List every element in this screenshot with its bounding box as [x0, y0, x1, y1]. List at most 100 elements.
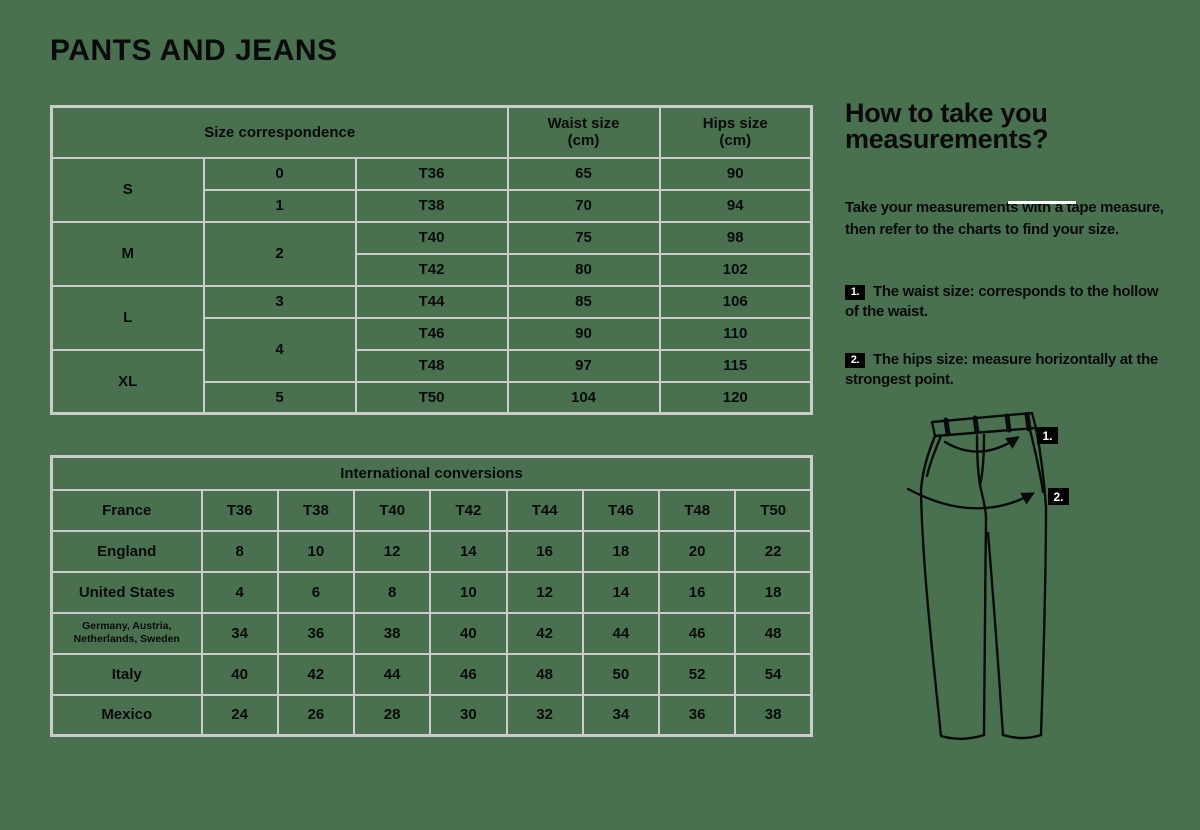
- conversion-cell: 36: [276, 611, 356, 655]
- hips-cell: 98: [658, 220, 813, 255]
- size-number-cell: 5: [202, 380, 357, 415]
- table-row: L 3 T44 85 106: [50, 284, 813, 351]
- conversion-cell: 22: [734, 529, 813, 573]
- table-row: 1 T38 70 94: [52, 188, 813, 223]
- table-row: 5 T50 104 120: [52, 380, 813, 415]
- size-number-cell: 2: [202, 220, 357, 287]
- conversion-cell: 12: [352, 529, 432, 573]
- conversion-cell: 10: [276, 529, 356, 573]
- right-hem: [1001, 733, 1043, 740]
- country-label: England: [50, 529, 203, 573]
- country-label: Mexico: [50, 693, 203, 737]
- conversion-cell: 46: [657, 611, 737, 655]
- waist-arrow-icon: [943, 436, 1020, 453]
- conversion-cell: 48: [505, 652, 584, 696]
- conversion-cell: 38: [352, 611, 432, 655]
- country-label: France: [50, 488, 203, 532]
- left-hem: [939, 733, 986, 740]
- step-number-badge: 2.: [845, 353, 865, 368]
- table-row: United States 4 6 8 10 12 14 16 18: [50, 570, 813, 614]
- table-row: Mexico 24 26 28 30 32 34 36 38: [50, 693, 813, 737]
- belt-loop-icon: [972, 415, 980, 435]
- size-number-cell: 4: [202, 316, 357, 383]
- guide-step-2: 2. The hips size: measure horizontally at…: [845, 330, 1200, 390]
- pants-illustration-icon: 1. 2.: [906, 411, 1069, 740]
- guide-step-1: 1. The waist size: corresponds to the hol…: [845, 262, 1200, 322]
- conversion-cell: T36: [200, 488, 279, 532]
- hips-cell: 94: [658, 188, 813, 223]
- table-row: France T36 T38 T40 T42 T44 T46 T48 T50: [50, 488, 813, 532]
- conversion-cell: 48: [734, 611, 813, 655]
- size-correspondence-table: Size correspondence Waist size (cm) Hips…: [50, 105, 813, 415]
- conversion-cell: 44: [352, 652, 432, 696]
- waist-cell: 90: [506, 316, 661, 351]
- conversion-cell: 8: [200, 529, 279, 573]
- guide-heading: How to take you measurements?: [845, 98, 1049, 154]
- diagram-step-2-label: 2.: [1053, 490, 1063, 504]
- conversion-cell: 46: [429, 652, 508, 696]
- conversion-cell: 24: [200, 693, 279, 737]
- conversion-cell: 42: [276, 652, 356, 696]
- table-row: T42 80 102: [52, 252, 813, 287]
- step-number-badge: 1.: [845, 285, 865, 300]
- waist-cell: 65: [506, 156, 661, 191]
- waist-cell: 97: [506, 348, 661, 383]
- hips-cell: 110: [658, 316, 813, 351]
- crotch-line: [978, 483, 988, 520]
- diagram-step-1-badge: [1037, 427, 1058, 444]
- hips-cell: 102: [658, 252, 813, 287]
- diagram-step-1-label: 1.: [1042, 429, 1052, 443]
- conversion-cell: 16: [505, 529, 584, 573]
- fr-size-cell: T36: [354, 156, 509, 191]
- table-row: Italy 40 42 44 46 48 50 52 54: [50, 652, 813, 696]
- hips-arrow-icon: [906, 487, 1035, 510]
- conversion-cell: 14: [429, 529, 508, 573]
- conversion-cell: 20: [657, 529, 737, 573]
- pants-diagram: 1. 2.: [880, 405, 1180, 825]
- belt-loop-icon: [1004, 413, 1012, 433]
- conversion-cell: 28: [352, 693, 432, 737]
- conversion-cell: 8: [352, 570, 432, 614]
- fr-size-cell: T48: [354, 348, 509, 383]
- conversion-cell: 14: [581, 570, 661, 614]
- hips-cell: 90: [658, 156, 813, 191]
- step-text: The waist size: corresponds to the hollo…: [845, 283, 1159, 320]
- country-label: United States: [50, 570, 203, 614]
- conversion-cell: 6: [276, 570, 356, 614]
- international-conversions-table: International conversions France T36 T38…: [50, 455, 813, 737]
- conversion-cell: 34: [200, 611, 279, 655]
- conversion-cell: 54: [734, 652, 813, 696]
- table-title-row: International conversions: [50, 455, 813, 491]
- header-waist-size: Waist size (cm): [506, 105, 661, 159]
- waist-cell: 85: [506, 284, 661, 319]
- country-label: Italy: [50, 652, 203, 696]
- conversion-cell: 10: [429, 570, 508, 614]
- waist-cell: 75: [506, 220, 661, 255]
- conversion-cell: T46: [581, 488, 661, 532]
- hips-cell: 115: [658, 348, 813, 383]
- conversion-cell: 44: [581, 611, 661, 655]
- fr-size-cell: T50: [354, 380, 509, 415]
- step-text: The hips size: measure horizontally at t…: [845, 351, 1158, 388]
- right-pocket-line: [1028, 428, 1045, 494]
- conversion-cell: T42: [429, 488, 508, 532]
- conversion-cell: T44: [505, 488, 584, 532]
- page-title: PANTS AND JEANS: [50, 34, 338, 67]
- conversion-cell: 50: [581, 652, 661, 696]
- left-side-seam: [919, 434, 937, 491]
- conversion-cell: 4: [200, 570, 279, 614]
- conversion-cell: 12: [505, 570, 584, 614]
- hips-cell: 106: [658, 284, 813, 319]
- right-leg-outer: [1039, 505, 1048, 737]
- fr-size-cell: T38: [354, 188, 509, 223]
- header-international-conversions: International conversions: [50, 455, 813, 491]
- table-row: S 0 T36 65 90: [50, 156, 813, 223]
- header-size-correspondence: Size correspondence: [50, 105, 509, 159]
- size-group-xl: XL: [50, 348, 205, 415]
- table-row: M 2 T40 75 98: [50, 220, 813, 287]
- conversion-cell: 52: [657, 652, 737, 696]
- left-pocket-line: [925, 434, 943, 478]
- hips-cell: 120: [658, 380, 813, 415]
- header-hips-size: Hips size (cm): [658, 105, 813, 159]
- size-group-s: S: [50, 156, 205, 223]
